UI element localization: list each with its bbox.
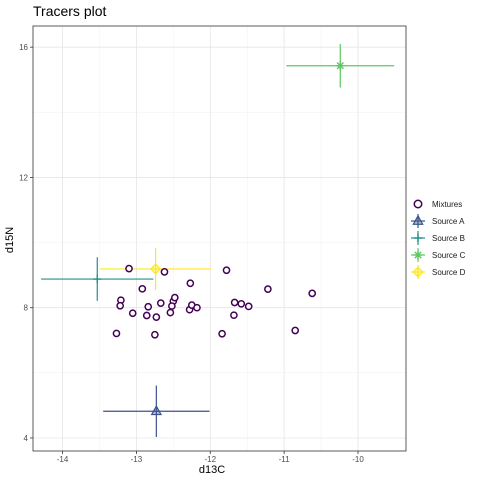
legend-key-symbol [413,199,423,209]
mixture-point [244,302,253,311]
mixture-point [264,285,272,293]
legend-key-symbol [412,214,424,225]
source-source-d [100,247,212,291]
mixture-point [193,303,201,312]
mixture-point [230,311,238,320]
legend-label: Mixtures [432,200,462,209]
legend-item-source-a: Source A [411,214,465,228]
panel-background [33,26,406,451]
legend-item-source-b: Source B [411,231,465,245]
legend: Mixtures Source A Source B Source C Source D [411,199,466,279]
mixture-point [166,308,175,317]
legend-item-mixtures: Mixtures [413,199,462,209]
chart-title: Tracers plot [33,3,107,19]
source-mean-point [150,404,163,416]
mixture-point [151,330,159,339]
source-mean-point [335,61,345,71]
mixture-point [144,302,153,311]
legend-label: Source A [432,217,465,226]
legend-key-symbol-spoke [414,251,422,259]
y-tick-label: 8 [24,304,29,313]
legend-label: Source B [432,234,465,243]
mixture-point [116,301,125,310]
source-source-b [41,257,154,301]
mixture-point [112,329,121,338]
y-tick-label: 16 [19,43,28,52]
x-tick-label: -13 [131,455,143,464]
mixture-point [125,264,133,273]
y-tick-label: 12 [19,173,28,182]
x-tick-label: -11 [279,455,291,464]
source-mean-point [149,263,162,275]
mixture-point [138,284,147,293]
y-axis-label: d15N [4,227,16,253]
legend-label: Source D [432,268,466,277]
plot-panel [32,25,407,452]
legend-item-source-c: Source C [411,248,466,262]
mixture-point [308,289,317,298]
mixture-point [230,298,239,307]
legend-key-symbol [413,233,423,243]
panel-border [32,25,407,452]
legend-key-symbol [413,250,423,260]
mixture-point [170,293,179,302]
axes: -14 -13 -12 -11 -10 4 8 12 16 [19,43,364,464]
source-mean-point [93,274,102,284]
x-axis-label: d13C [199,464,225,476]
mixture-point [142,311,151,320]
mixture-point [128,309,137,318]
mixture-point [156,299,165,307]
x-tick-label: -10 [352,455,364,464]
mixture-point [168,302,176,310]
mixture-points [112,264,317,339]
mixture-point [186,279,195,288]
mixture-point [237,299,246,308]
y-tick-label: 4 [24,434,29,443]
x-tick-label: -12 [204,455,216,464]
mixture-point [222,266,231,275]
mixture-point [218,329,226,338]
source-mean-point-spoke [336,62,344,70]
mixture-point [291,326,300,335]
mixture-point [152,313,161,321]
legend-key-symbol [412,266,424,278]
x-tick-label: -14 [57,455,69,464]
grid-lines [33,26,406,451]
mixture-point [160,268,169,276]
source-error-bars [41,43,395,437]
source-source-a [103,385,210,437]
legend-label: Source C [432,251,466,260]
source-source-c [286,43,395,88]
legend-item-source-d: Source D [411,265,466,279]
